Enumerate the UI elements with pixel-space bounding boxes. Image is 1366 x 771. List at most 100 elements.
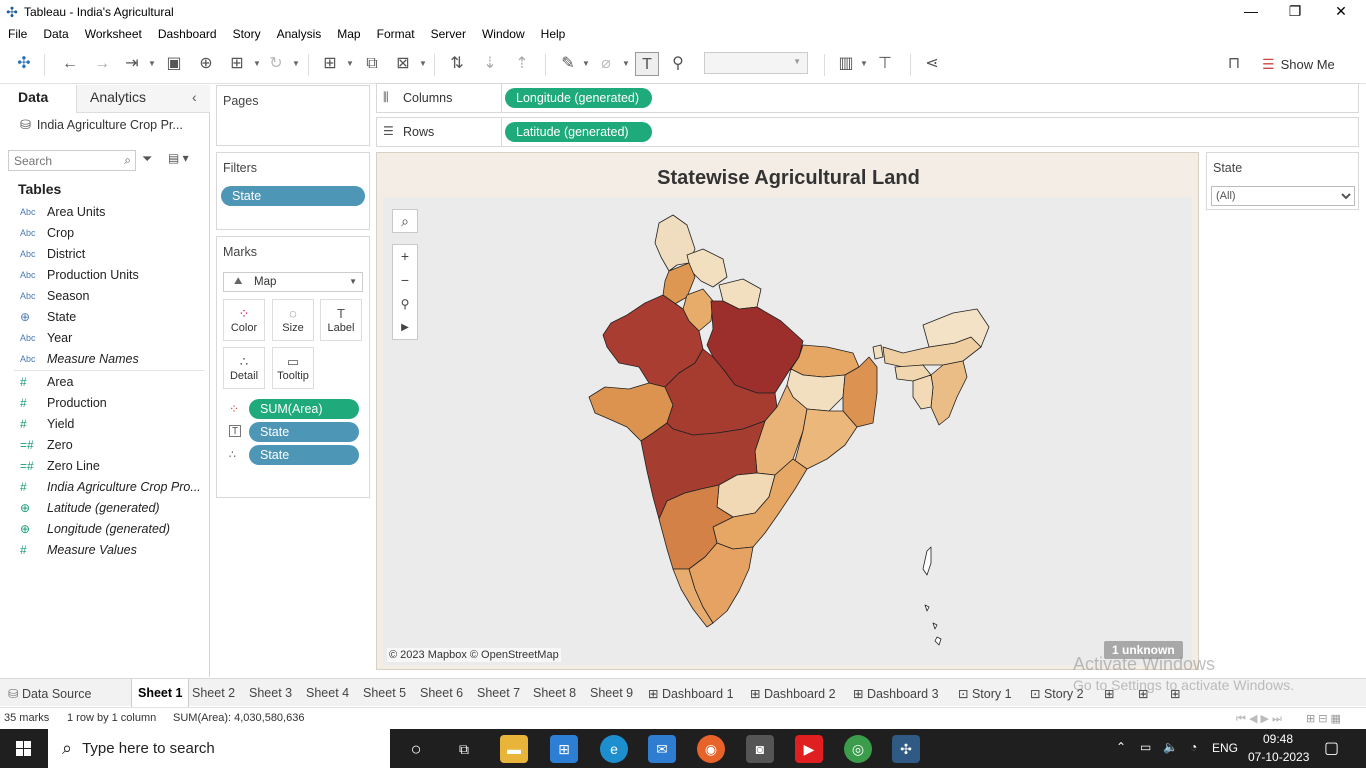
tab-analytics[interactable]: Analytics (90, 89, 147, 105)
columns-pill-longitude[interactable]: Longitude (generated) (505, 88, 652, 108)
field-item[interactable]: # India Agriculture Crop Pro... (20, 476, 201, 497)
marks-pill-state-label[interactable]: State (249, 422, 359, 442)
edge-icon[interactable]: e (600, 735, 628, 763)
replay-icon[interactable]: ⇥ (125, 55, 139, 72)
restore-button[interactable]: ❐ (1288, 3, 1302, 19)
microsoft-store-icon[interactable]: ⊞ (550, 735, 578, 763)
clear-sheet-icon[interactable]: ⊠ (396, 55, 410, 72)
tableau-home-icon[interactable]: ✣ (17, 55, 31, 72)
menu-format[interactable]: Format (376, 27, 415, 41)
pin-icon[interactable]: ⚲ (400, 297, 410, 311)
search-input[interactable] (9, 151, 109, 170)
sort-descending-icon[interactable]: ⇡ (515, 55, 529, 72)
zoom-in-button[interactable]: + (400, 248, 410, 264)
filter-pill-state[interactable]: State (221, 186, 365, 206)
label-button[interactable]: T Label (320, 299, 362, 341)
new-story-tab-icon[interactable]: ⊞ (1170, 687, 1181, 701)
minimize-button[interactable]: — (1244, 3, 1258, 19)
marks-pill-state-detail[interactable]: State (249, 445, 359, 465)
tab-sheet-1[interactable]: Sheet 1 (131, 679, 190, 707)
format-painter-icon[interactable]: ⊓ (1227, 55, 1241, 72)
chevron-down-icon[interactable]: ▼ (860, 59, 868, 68)
datasource-item[interactable]: ⛁ India Agriculture Crop Pr... (20, 117, 183, 133)
refresh-icon[interactable]: ↻ (269, 55, 283, 72)
field-search[interactable]: ⌕ (8, 150, 136, 171)
taskbar-search[interactable]: ⌕ Type here to search (48, 729, 390, 768)
data-source-tab[interactable]: ⛁ Data Source (8, 686, 91, 701)
expand-toolbar-icon[interactable]: ▶ (401, 322, 409, 333)
mark-type-dropdown[interactable]: ⛰ Map ▼ (223, 272, 363, 292)
view-options-icon[interactable]: ▤ ▾ (168, 151, 189, 165)
menu-worksheet[interactable]: Worksheet (84, 27, 142, 41)
field-item[interactable]: # Yield (20, 413, 74, 434)
menu-server[interactable]: Server (430, 27, 466, 41)
chevron-down-icon[interactable]: ▼ (582, 59, 590, 68)
tab-sheet-8[interactable]: Sheet 8 (533, 686, 577, 700)
menu-data[interactable]: Data (43, 27, 69, 41)
pause-updates-icon[interactable]: ⊞ (230, 55, 244, 72)
chevron-down-icon[interactable]: ▼ (622, 59, 630, 68)
tab-sheet-5[interactable]: Sheet 5 (363, 686, 407, 700)
menu-window[interactable]: Window (481, 27, 525, 41)
field-item[interactable]: Abc District (20, 243, 85, 264)
field-item[interactable]: # Area (20, 371, 73, 392)
tab-story-2[interactable]: ⊡ Story 2 (1030, 686, 1084, 701)
tab-sheet-4[interactable]: Sheet 4 (306, 686, 350, 700)
chevron-down-icon[interactable]: ▼ (419, 59, 427, 68)
tab-dashboard-2[interactable]: ⊞ Dashboard 2 (750, 686, 836, 701)
task-view-icon[interactable]: ⧉ (459, 741, 469, 757)
tab-dashboard-1[interactable]: ⊞ Dashboard 1 (648, 686, 734, 701)
menu-map[interactable]: Map (337, 27, 361, 41)
start-button[interactable] (0, 729, 48, 768)
presentation-mode-icon[interactable]: ⊤ (878, 55, 892, 72)
tableau-taskbar-icon[interactable]: ✣ (892, 735, 920, 763)
show-labels-icon[interactable]: T (635, 52, 659, 76)
fit-dropdown[interactable]: ▼ (704, 52, 808, 74)
columns-shelf[interactable]: ⫼ Columns Longitude (generated) (376, 83, 1359, 113)
undo-icon[interactable]: ← (62, 55, 78, 72)
tab-dashboard-3[interactable]: ⊞ Dashboard 3 (853, 686, 939, 701)
mail-icon[interactable]: ✉ (648, 735, 676, 763)
clock-date[interactable]: 07-10-2023 (1248, 750, 1310, 764)
new-dashboard-tab-icon[interactable]: ⊞ (1138, 687, 1149, 701)
tooltip-button[interactable]: ▭ Tooltip (272, 347, 314, 389)
show-me-button[interactable]: ☰ Show Me (1262, 54, 1335, 74)
tab-sheet-6[interactable]: Sheet 6 (420, 686, 464, 700)
chevron-down-icon[interactable]: ▼ (292, 59, 300, 68)
zoom-out-button[interactable]: − (400, 272, 410, 288)
field-item[interactable]: Abc Area Units (20, 201, 105, 222)
menu-story[interactable]: Story (232, 27, 261, 41)
field-item[interactable]: =# Zero Line (20, 455, 100, 476)
size-button[interactable]: ◌ Size (272, 299, 314, 341)
field-item[interactable]: ⊕ Longitude (generated) (20, 518, 170, 539)
firefox-icon[interactable]: ◉ (697, 735, 725, 763)
highlight-icon[interactable]: ✎ (561, 55, 575, 72)
field-item[interactable]: # Production (20, 392, 107, 413)
menu-dashboard[interactable]: Dashboard (157, 27, 217, 41)
collapse-pane-icon[interactable]: ‹ (192, 89, 197, 105)
map-canvas[interactable]: ⌕ + − ⚲ ▶ (383, 197, 1192, 665)
map-attribution[interactable]: © 2023 Mapbox © OpenStreetMap (387, 648, 561, 662)
detail-button[interactable]: ∴ Detail (223, 347, 265, 389)
filter-icon[interactable]: ⏷ (142, 151, 153, 166)
file-explorer-icon[interactable]: ▬ (500, 735, 528, 763)
tab-sheet-3[interactable]: Sheet 3 (249, 686, 293, 700)
field-item[interactable]: # Measure Values (20, 539, 137, 560)
new-worksheet-icon[interactable]: ⊞ (323, 55, 337, 72)
chevron-down-icon[interactable]: ▼ (346, 59, 354, 68)
close-button[interactable]: ✕ (1335, 3, 1347, 19)
pin-axes-icon[interactable]: ⚲ (672, 55, 684, 72)
duplicate-sheet-icon[interactable]: ⧉ (366, 55, 378, 72)
volume-icon[interactable]: 🔈 (1163, 740, 1178, 754)
field-item[interactable]: Abc Production Units (20, 264, 139, 285)
menu-file[interactable]: File (8, 27, 28, 41)
battery-icon[interactable]: ▭ (1140, 740, 1152, 754)
field-item[interactable]: Abc Season (20, 285, 89, 306)
nav-first-icon[interactable]: ⏮ ◀ ▶ ⏭ (1236, 713, 1282, 725)
chevron-up-icon[interactable]: ⌃ (1116, 740, 1127, 754)
redo-icon[interactable]: → (94, 55, 110, 72)
tab-data[interactable]: Data (18, 89, 49, 105)
state-filter-dropdown[interactable]: (All) (1211, 186, 1355, 206)
new-datasource-icon[interactable]: ⊕ (199, 55, 213, 72)
chevron-down-icon[interactable]: ▼ (148, 59, 156, 68)
